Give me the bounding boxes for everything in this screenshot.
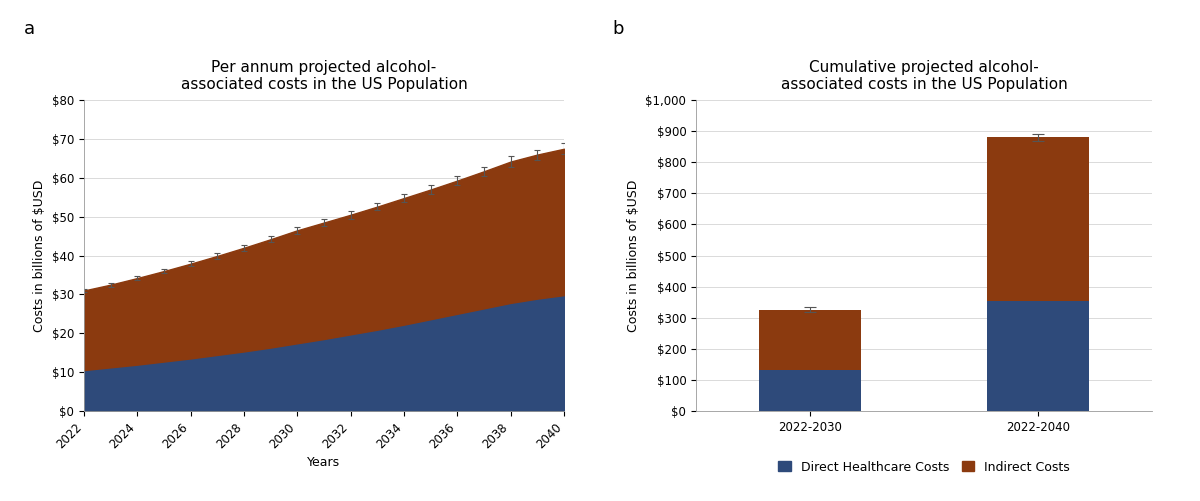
Title: Per annum projected alcohol-
associated costs in the US Population: Per annum projected alcohol- associated … (181, 60, 467, 92)
Y-axis label: Costs in billions of $USD: Costs in billions of $USD (626, 179, 640, 332)
Y-axis label: Costs in billions of $USD: Costs in billions of $USD (34, 179, 47, 332)
Bar (758, 370, 862, 411)
Legend: Direct Healthcare Costs, Indirect Costs: Direct Healthcare Costs, Indirect Costs (778, 460, 1070, 473)
Bar (986, 301, 1090, 411)
Text: a: a (24, 20, 35, 38)
Text: b: b (612, 20, 624, 38)
X-axis label: Years: Years (307, 456, 341, 469)
Title: Cumulative projected alcohol-
associated costs in the US Population: Cumulative projected alcohol- associated… (781, 60, 1067, 92)
Bar (986, 137, 1090, 301)
Bar (758, 310, 862, 370)
